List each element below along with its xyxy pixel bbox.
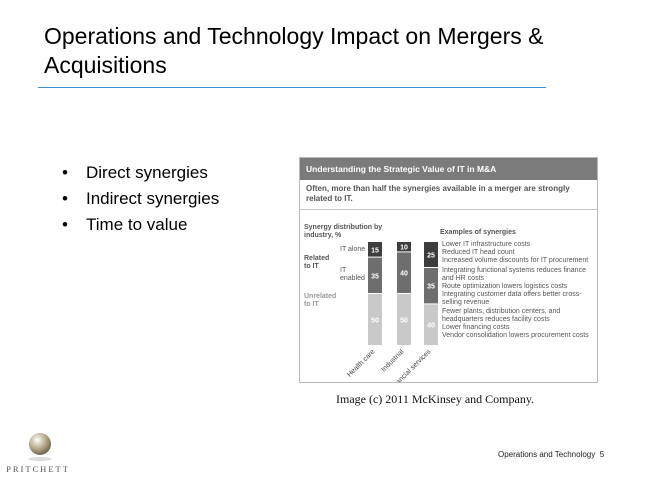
mckinsey-figure: Understanding the Strategic Value of IT … — [299, 157, 598, 383]
slide-title: Operations and Technology Impact on Merg… — [44, 23, 544, 78]
example-item: Lower IT infrastructure costs — [442, 241, 531, 248]
bar-segment — [397, 294, 411, 345]
bar-data-label: 35 — [427, 284, 435, 291]
bar-data-label: 10 — [400, 245, 408, 252]
example-item: Route optimization lowers logistics cost… — [442, 283, 568, 290]
bullet-list: • Direct synergies • Indirect synergies • T… — [62, 160, 219, 238]
bar-segment — [368, 257, 382, 293]
image-caption: Image (c) 2011 McKinsey and Company. — [336, 392, 535, 406]
example-item: Fewer plants, distribution centers, and … — [442, 308, 561, 323]
bar-segment — [424, 242, 438, 267]
bar-data-label: 35 — [371, 273, 379, 280]
example-item: Reduced IT head count — [442, 249, 515, 256]
it-alone-label: IT alone — [340, 246, 366, 253]
bullet-dot-icon: • — [62, 215, 68, 234]
bullet-item: • Direct synergies — [62, 160, 219, 186]
logo-text: PRITCHETT — [6, 464, 70, 474]
figure-header: Understanding the Strategic Value of IT … — [300, 158, 597, 180]
bar-segment — [397, 242, 411, 252]
footer-text: Operations and Technology — [498, 450, 596, 459]
it-enabled-label: IT enabled — [340, 267, 365, 282]
example-item: Vendor consolidation lowers procurement … — [442, 332, 589, 339]
bullet-dot-icon: • — [62, 189, 68, 208]
figure-divider — [300, 209, 597, 210]
bar-data-label: 40 — [400, 271, 408, 278]
bullet-item: • Indirect synergies — [62, 186, 219, 212]
bar-data-label: 50 — [371, 318, 379, 325]
figure-subheader: Often, more than half the synergies avai… — [306, 184, 570, 203]
bar-data-label: 15 — [371, 247, 379, 254]
bar-segment — [424, 268, 438, 304]
example-item: Increased volume discounts for IT procur… — [442, 257, 589, 264]
examples-title: Examples of synergies — [440, 229, 516, 236]
bar-data-label: 25 — [427, 253, 435, 260]
example-item: Integrating functional systems reduces f… — [442, 267, 586, 282]
slide-footer: Operations and Technology 5 — [498, 450, 604, 459]
bar-segment — [424, 304, 438, 345]
bullet-item: • Time to value — [62, 212, 219, 238]
bullet-text: Direct synergies — [86, 163, 208, 182]
bullet-dot-icon: • — [62, 163, 68, 182]
chart-y-title: Synergy distribution by industry, % — [304, 224, 383, 239]
bar-data-label: 40 — [427, 323, 435, 330]
pritchett-logo: PRITCHETT — [4, 428, 72, 478]
example-item: Integrating customer data offers better … — [442, 291, 582, 306]
related-to-it-label: Related to IT — [304, 255, 330, 270]
bar-segment — [368, 242, 382, 257]
bar-segment — [368, 294, 382, 345]
bar-segment — [397, 252, 411, 293]
unrelated-to-it-label: Unrelated to IT — [304, 293, 337, 308]
title-divider — [38, 87, 546, 88]
bar-data-label: 50 — [400, 318, 408, 325]
logo-sphere-icon — [28, 433, 52, 461]
page-number: 5 — [599, 450, 605, 459]
example-item: Lower financing costs — [442, 324, 510, 331]
bullet-text: Indirect synergies — [86, 189, 220, 208]
bullet-text: Time to value — [86, 215, 188, 234]
category-tick-label: Health care — [346, 348, 376, 378]
category-tick-label: Industrial — [380, 348, 405, 373]
